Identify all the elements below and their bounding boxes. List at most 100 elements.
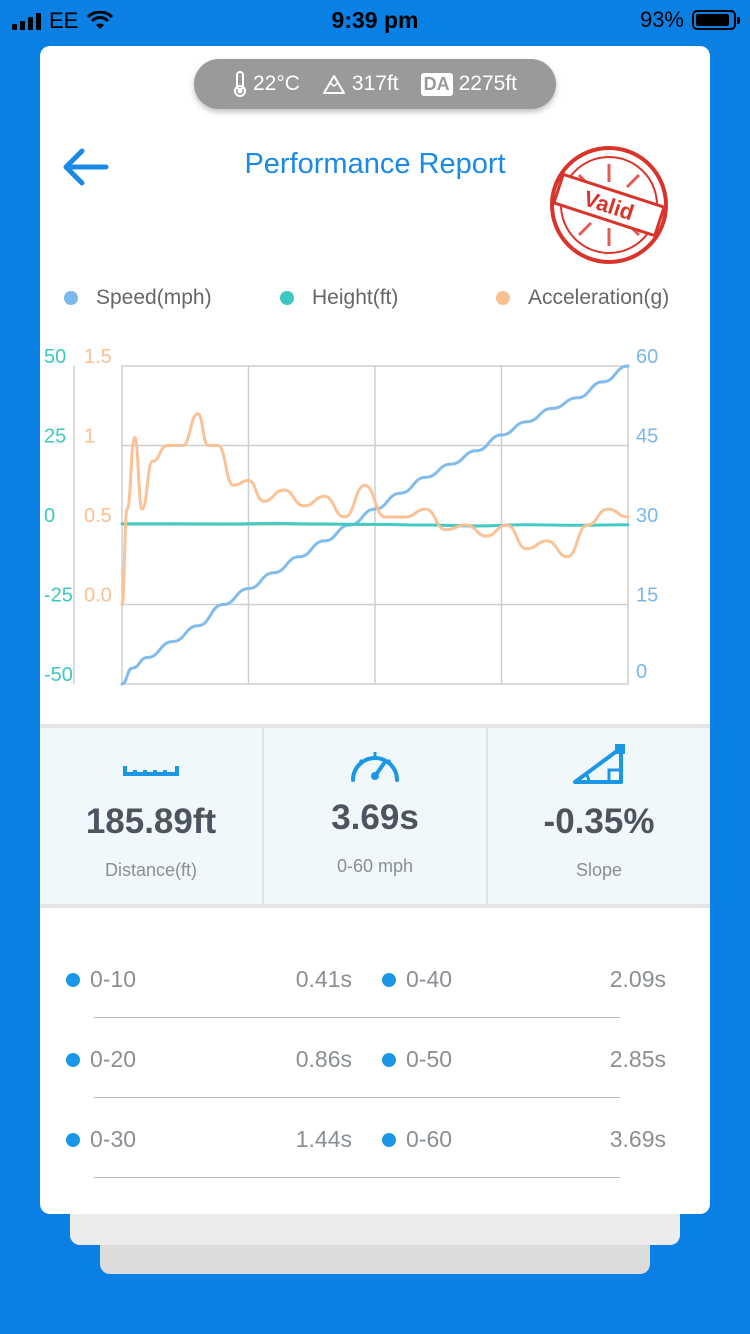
altitude-item: 317ft (322, 72, 399, 96)
split-time-value: 2.09s (609, 966, 666, 992)
legend-dot-acceleration (496, 291, 510, 305)
stat-zero-sixty-label: 0-60 mph (336, 856, 414, 876)
split-time-value: 0.41s (295, 966, 352, 992)
split-time: 3.69s (570, 1126, 666, 1153)
split-label: 0-60 (406, 1126, 453, 1152)
split-label: 0-30 (90, 1126, 137, 1152)
legend-label-speed: Speed(mph) (96, 286, 212, 309)
chart-tick-left-outer: 0 (44, 505, 55, 527)
chart-tick-left-inner: 1 (84, 426, 95, 448)
row-divider (94, 1177, 620, 1178)
split-label: 0-50 (406, 1046, 453, 1072)
chart-tick-right: 45 (636, 426, 658, 448)
chart-tick-left-inner: 0.5 (84, 505, 112, 527)
split-time-value: 1.44s (295, 1126, 352, 1152)
valid-stamp-icon: Valid (550, 146, 668, 264)
carrier-label: EE (49, 8, 79, 33)
split-item: 0-30 (66, 1126, 136, 1153)
density-altitude-item: DA 2275ft (420, 72, 518, 96)
status-left: EE (12, 8, 114, 34)
thermometer-icon (233, 71, 246, 97)
split-dot (66, 972, 80, 987)
split-item: 0-40 (382, 966, 452, 993)
chart-tick-right: 0 (636, 661, 647, 683)
stat-distance-label: Distance(ft) (104, 860, 198, 880)
conditions-pill: 22°C 317ft DA 2275ft (194, 59, 556, 109)
legend-dot-height (280, 291, 294, 305)
wifi-icon (87, 11, 114, 29)
chart-series-speed (120, 364, 630, 686)
split-dot (382, 1052, 396, 1067)
chart-tick-right: 60 (636, 346, 658, 368)
split-dot (66, 1052, 80, 1067)
chart-tick-left-inner: 1.5 (84, 346, 112, 368)
split-item: 0-20 (66, 1046, 136, 1073)
status-right: 93% (639, 7, 740, 33)
split-times-list: 0-10 0.41s 0-40 2.09s 0-20 0.86s (40, 946, 710, 1186)
row-divider (94, 1017, 620, 1018)
ruler-icon (123, 766, 179, 776)
density-altitude-value: 2275ft (458, 72, 518, 95)
stats-panel: 185.89ft Distance(ft) 3.69s 0-60 mph -0.… (40, 728, 710, 904)
split-label: 0-20 (90, 1046, 137, 1072)
battery-icon (692, 10, 740, 30)
stat-distance: 185.89ft Distance(ft) (40, 728, 264, 904)
split-dot (66, 1132, 80, 1147)
row-divider (94, 1097, 620, 1098)
split-label: 0-10 (90, 966, 137, 992)
back-arrow-icon[interactable] (58, 144, 114, 190)
stat-zero-sixty: 3.69s 0-60 mph (264, 728, 488, 904)
mountain-icon (322, 75, 345, 94)
split-row: 0-20 0.86s 0-50 2.85s (40, 1026, 710, 1106)
split-label: 0-40 (406, 966, 453, 992)
split-time: 2.85s (570, 1046, 666, 1073)
da-badge: DA (420, 72, 453, 96)
chart-series-height (120, 521, 630, 528)
split-dot (382, 972, 396, 987)
split-item: 0-60 (382, 1126, 452, 1153)
temperature-item: 22°C (233, 71, 300, 97)
page-title: Performance Report (244, 148, 506, 180)
legend-speed: Speed(mph) (64, 286, 212, 310)
chart-tick-right: 15 (636, 585, 658, 607)
stat-zero-sixty-value: 3.69s (331, 798, 419, 837)
chart-tick-left-outer: 50 (44, 346, 66, 368)
performance-chart: 50 25 0 -25 -50 1.5 1 0.5 0.0 60 45 30 15 0 (44, 346, 658, 686)
split-time-value: 3.69s (609, 1126, 666, 1152)
battery-percent: 93% (639, 7, 684, 32)
divider (40, 724, 710, 728)
legend-height: Height(ft) (280, 286, 398, 310)
chart-tick-right: 30 (636, 505, 658, 527)
split-time: 0.86s (260, 1046, 352, 1073)
altitude-value: 317ft (351, 72, 399, 95)
split-row: 0-30 1.44s 0-60 3.69s (40, 1106, 710, 1186)
chart-tick-left-outer: -50 (44, 664, 73, 686)
legend-label-height: Height(ft) (312, 286, 399, 309)
report-card: 22°C 317ft DA 2275ft Performance Report (40, 46, 710, 1214)
temperature-value: 22°C (252, 72, 300, 95)
stat-slope-label: Slope (575, 860, 623, 880)
stat-slope-value: -0.35% (543, 802, 655, 841)
split-time: 2.09s (570, 966, 666, 993)
split-time-value: 2.85s (609, 1046, 666, 1072)
speedometer-icon (351, 752, 399, 782)
stat-distance-value: 185.89ft (85, 802, 217, 841)
signal-icon (12, 12, 41, 30)
slope-icon (573, 744, 625, 784)
split-time: 0.41s (260, 966, 352, 993)
split-row: 0-10 0.41s 0-40 2.09s (40, 946, 710, 1026)
chart-tick-left-outer: -25 (44, 585, 73, 607)
legend-label-acceleration: Acceleration(g) (528, 286, 670, 309)
legend-acceleration: Acceleration(g) (496, 286, 669, 310)
split-item: 0-10 (66, 966, 136, 993)
chart-series-acceleration (120, 412, 630, 606)
status-bar: EE 9:39 pm 93% (0, 0, 750, 42)
split-item: 0-50 (382, 1046, 452, 1073)
chart-tick-left-inner: 0.0 (84, 585, 112, 607)
split-time: 1.44s (260, 1126, 352, 1153)
divider (40, 904, 710, 908)
stat-slope: -0.35% Slope (488, 728, 710, 904)
clock: 9:39 pm (331, 7, 419, 33)
split-time-value: 0.86s (295, 1046, 352, 1072)
chart-tick-left-outer: 25 (44, 426, 66, 448)
